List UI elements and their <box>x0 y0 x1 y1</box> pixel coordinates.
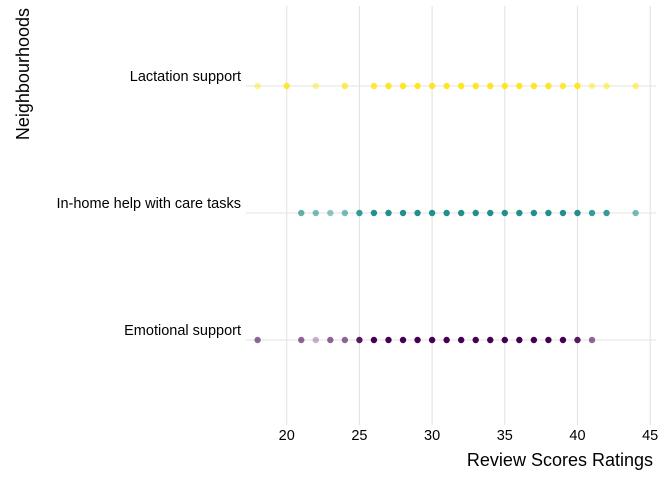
data-point <box>472 336 479 344</box>
data-point <box>298 209 305 217</box>
x-axis-title: Review Scores Ratings <box>467 450 653 470</box>
data-point <box>370 82 378 90</box>
data-point <box>414 209 421 217</box>
data-point <box>385 82 392 90</box>
category-label: In-home help with care tasks <box>56 196 241 212</box>
x-tick-label: 30 <box>424 428 440 444</box>
data-point <box>428 209 436 217</box>
data-points <box>254 82 639 344</box>
data-point <box>501 209 508 217</box>
data-point <box>414 336 421 344</box>
data-point <box>385 209 392 217</box>
x-tick-label: 45 <box>642 428 658 444</box>
data-point <box>472 82 479 90</box>
data-point <box>443 336 450 344</box>
data-point <box>603 82 610 90</box>
data-point <box>545 82 552 90</box>
category-label: Emotional support <box>124 323 241 339</box>
data-point <box>341 336 349 344</box>
data-point <box>414 82 421 90</box>
data-point <box>501 82 508 90</box>
data-point <box>457 336 465 344</box>
category-label: Lactation support <box>130 69 241 85</box>
data-point <box>545 209 552 217</box>
data-point <box>356 209 363 217</box>
data-point <box>559 209 567 217</box>
x-tick-label: 40 <box>569 428 585 444</box>
data-point <box>487 82 494 90</box>
data-point <box>370 209 378 217</box>
data-point <box>254 82 261 90</box>
data-point <box>559 336 567 344</box>
data-point <box>487 209 494 217</box>
data-point <box>443 82 450 90</box>
data-point <box>588 209 596 217</box>
data-point <box>516 209 523 217</box>
data-point <box>399 82 407 90</box>
data-point <box>341 209 349 217</box>
data-point <box>457 82 465 90</box>
data-point <box>588 336 596 344</box>
data-point <box>530 209 538 217</box>
data-point <box>428 336 436 344</box>
data-point <box>603 209 610 217</box>
x-tick-label: 20 <box>279 428 295 444</box>
data-point <box>370 336 378 344</box>
x-tick-label: 25 <box>351 428 367 444</box>
data-point <box>385 336 392 344</box>
data-point <box>254 336 261 344</box>
data-point <box>399 336 407 344</box>
data-point <box>632 209 639 217</box>
data-point <box>516 336 523 344</box>
x-tick-labels: 20 25 30 35 40 45 <box>279 428 659 444</box>
category-labels: Emotional support In-home help with care … <box>56 69 241 339</box>
data-point <box>545 336 552 344</box>
data-point <box>327 336 334 344</box>
x-tick-label: 35 <box>497 428 513 444</box>
data-point <box>312 82 319 90</box>
data-point <box>574 209 581 217</box>
data-point <box>312 336 319 344</box>
data-point <box>356 336 363 344</box>
data-point <box>530 82 538 90</box>
data-point <box>501 336 508 344</box>
data-point <box>283 82 290 90</box>
data-point <box>312 209 319 217</box>
y-axis-title: Neighbourhoods <box>13 8 33 140</box>
data-point <box>530 336 538 344</box>
data-point <box>588 82 596 90</box>
data-point <box>341 82 349 90</box>
data-point <box>632 82 639 90</box>
data-point <box>516 82 523 90</box>
data-point <box>428 82 436 90</box>
data-point <box>298 336 305 344</box>
data-point <box>327 209 334 217</box>
data-point <box>443 209 450 217</box>
data-point <box>487 336 494 344</box>
data-point <box>399 209 407 217</box>
data-point <box>457 209 465 217</box>
data-point <box>574 336 581 344</box>
grid-lines <box>246 6 656 425</box>
data-point <box>472 209 479 217</box>
data-point <box>559 82 567 90</box>
data-point <box>574 82 581 90</box>
